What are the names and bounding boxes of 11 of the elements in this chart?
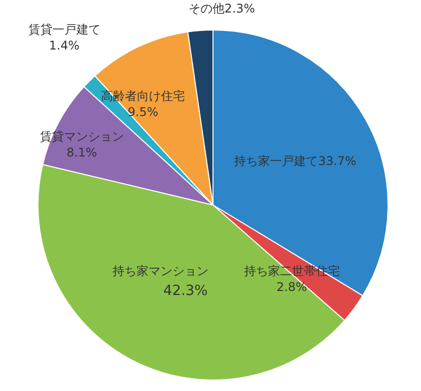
slice-label: 賃貸一戸建て xyxy=(28,22,100,36)
data-label: 1.4% xyxy=(49,38,80,52)
data-label: 9.5% xyxy=(128,105,158,119)
data-label: 2.8% xyxy=(276,280,307,294)
slice-label: その他2.3% xyxy=(188,2,255,16)
slice-label: 高齢者向け住宅 xyxy=(101,89,185,103)
slice-label: 持ち家一戸建て33.7% xyxy=(234,154,356,168)
slice-label: 賃貸マンション xyxy=(40,129,124,144)
data-label: 42.3% xyxy=(163,283,208,299)
slice-label: 持ち家マンション xyxy=(112,264,208,278)
data-label: 8.1% xyxy=(66,145,97,160)
